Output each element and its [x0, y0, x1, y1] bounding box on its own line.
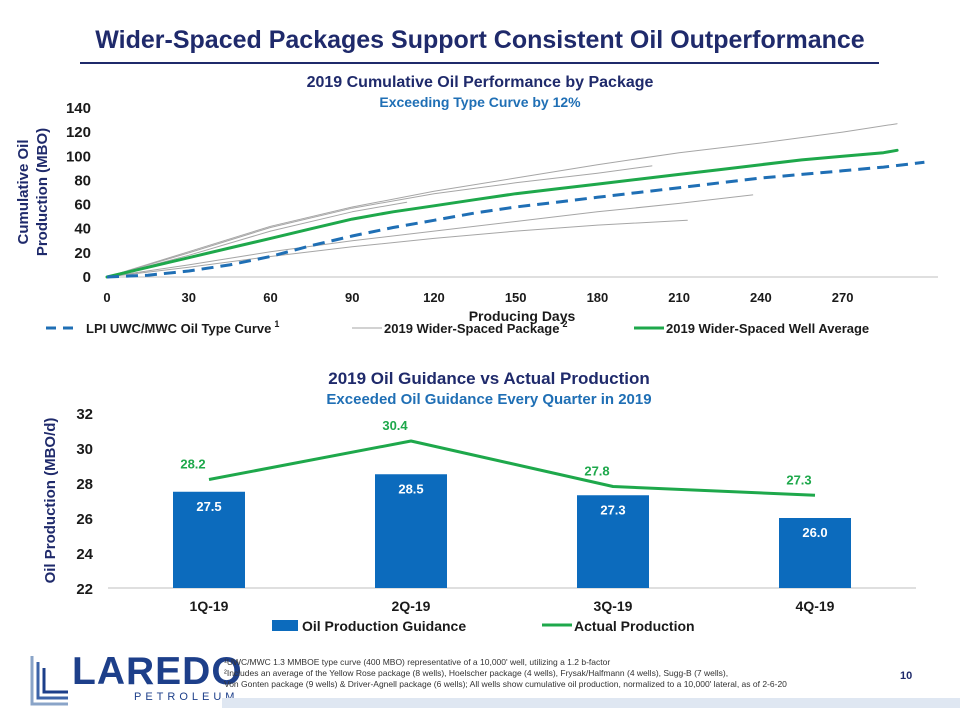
actual-production-label: 30.4 — [382, 418, 408, 433]
chart1-x-tick-label: 180 — [587, 290, 609, 305]
chart2-title: 2019 Oil Guidance vs Actual Production — [328, 369, 650, 388]
guidance-bar — [375, 474, 447, 588]
chart1-x-tick-label: 30 — [182, 290, 196, 305]
chart1-x-tick-label: 0 — [103, 290, 110, 305]
package-line — [106, 219, 688, 278]
cumulative-oil-chart: 2019 Cumulative Oil Performance by Packa… — [15, 74, 938, 336]
type-curve-line — [106, 160, 925, 279]
package-line — [106, 194, 754, 278]
chart2-legend-swatch — [272, 620, 298, 631]
chart1-x-tick-label: 60 — [263, 290, 277, 305]
chart2-subtitle: Exceeded Oil Guidance Every Quarter in 2… — [326, 391, 651, 408]
chart1-x-tick-label: 210 — [668, 290, 690, 305]
logo-wordmark: LAREDO — [72, 650, 243, 693]
chart2-y-axis-title: Oil Production (MBO/d) — [42, 418, 59, 584]
actual-production-line — [208, 439, 816, 497]
guidance-bar-label: 27.5 — [196, 499, 221, 514]
logo-mark-icon — [30, 656, 68, 706]
chart1-legend-label: 2019 Wider-Spaced Well Average — [666, 321, 869, 336]
guidance-bar-label: 26.0 — [802, 525, 827, 540]
package-line — [106, 123, 898, 278]
footer-band — [222, 698, 960, 708]
chart1-legend-label: 2019 Wider-Spaced Package 2 — [384, 319, 568, 336]
chart2-y-tick-label: 32 — [76, 406, 93, 423]
chart2-legend-label: Oil Production Guidance — [302, 618, 466, 634]
chart1-y-tick-label: 20 — [74, 245, 91, 262]
footnote-1: ¹UWC/MWC 1.3 MMBOE type curve (400 MBO) … — [224, 657, 611, 667]
chart1-subtitle: Exceeding Type Curve by 12% — [379, 94, 581, 110]
chart1-x-axis-title: Producing Days — [469, 308, 576, 324]
chart2-legend-label: Actual Production — [574, 618, 695, 634]
chart2-category-label: 2Q-19 — [392, 598, 431, 614]
guidance-bar — [577, 495, 649, 588]
footnote-3: Von Gonten package (9 wells) & Driver-Ag… — [224, 679, 787, 689]
footnotes: ¹UWC/MWC 1.3 MMBOE type curve (400 MBO) … — [224, 657, 924, 690]
actual-production-label: 27.3 — [786, 472, 811, 487]
footnote-2: ²Includes an average of the Yellow Rose … — [224, 668, 729, 678]
chart1-title: 2019 Cumulative Oil Performance by Packa… — [307, 74, 654, 91]
chart1-y-axis-title: Cumulative Oil Production (MBO) — [15, 128, 51, 256]
oil-guidance-chart: 2019 Oil Guidance vs Actual Production Ex… — [42, 369, 916, 634]
guidance-bar-label: 27.3 — [600, 502, 625, 517]
chart1-x-tick-label: 90 — [345, 290, 359, 305]
well-average-line — [105, 148, 899, 279]
logo-subtitle: PETROLEUM — [134, 691, 239, 703]
chart1-x-tick-label: 240 — [750, 290, 772, 305]
chart1-legend-label: LPI UWC/MWC Oil Type Curve 1 — [86, 319, 279, 336]
chart2-y-tick-label: 22 — [76, 581, 93, 598]
chart2-y-tick-label: 28 — [76, 476, 93, 493]
chart1-y-tick-label: 40 — [74, 221, 91, 238]
guidance-bar — [173, 491, 245, 588]
chart2-category-label: 1Q-19 — [190, 598, 229, 614]
chart1-y-tick-label: 140 — [66, 100, 91, 117]
chart1-y-tick-label: 120 — [66, 124, 91, 141]
slide-title: Wider-Spaced Packages Support Consistent… — [95, 26, 865, 54]
title-divider — [80, 62, 879, 64]
actual-production-label: 27.8 — [584, 464, 609, 479]
chart1-y-tick-label: 80 — [74, 172, 91, 189]
actual-production-label: 28.2 — [180, 457, 205, 472]
package-line — [106, 165, 653, 278]
chart2-y-tick-label: 30 — [76, 441, 93, 458]
chart2-y-tick-label: 24 — [76, 546, 93, 563]
chart2-category-label: 3Q-19 — [594, 598, 633, 614]
chart2-y-tick-label: 26 — [76, 511, 93, 528]
laredo-logo: LAREDO PETROLEUM — [28, 648, 242, 710]
guidance-bar — [779, 518, 851, 588]
chart1-y-tick-label: 0 — [83, 269, 91, 286]
chart1-y-tick-label: 100 — [66, 148, 91, 165]
chart1-x-tick-label: 120 — [423, 290, 445, 305]
chart1-y-tick-label: 60 — [74, 197, 91, 214]
page-number: 10 — [900, 670, 913, 682]
chart1-x-tick-label: 270 — [832, 290, 854, 305]
guidance-bar-label: 28.5 — [398, 481, 423, 496]
chart1-x-tick-label: 150 — [505, 290, 527, 305]
chart2-category-label: 4Q-19 — [796, 598, 835, 614]
package-line — [106, 201, 408, 278]
